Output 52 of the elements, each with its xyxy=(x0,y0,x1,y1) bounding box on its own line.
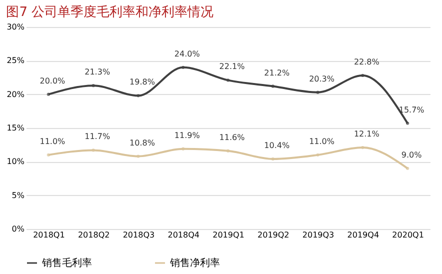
data-label: 19.8% xyxy=(130,78,156,87)
point xyxy=(271,84,274,88)
data-label: 20.0% xyxy=(40,76,66,86)
x-tick-label: 2018Q1 xyxy=(33,230,65,240)
y-tick-label: 10% xyxy=(6,157,25,166)
x-tick-label: 2020Q1 xyxy=(392,230,424,240)
x-tick-label: 2019Q2 xyxy=(258,230,290,240)
data-label: 24.0% xyxy=(174,49,200,58)
x-tick-label: 2018Q3 xyxy=(122,230,155,240)
data-label: 21.2% xyxy=(264,68,290,78)
x-tick-label: 2019Q4 xyxy=(347,230,380,240)
point xyxy=(46,153,50,157)
data-label: 11.6% xyxy=(219,132,246,142)
data-label: 15.7% xyxy=(398,105,425,114)
chart-title: 图7 公司单季度毛利率和净利率情况 xyxy=(6,4,214,20)
point xyxy=(92,148,95,152)
point xyxy=(46,92,50,96)
data-label: 12.1% xyxy=(354,130,380,139)
y-tick-label: 15% xyxy=(6,124,25,132)
y-tick-label: 0% xyxy=(12,224,25,234)
data-label: 10.4% xyxy=(264,140,290,150)
x-tick-label: 2018Q4 xyxy=(168,230,200,240)
x-tick-label: 2018Q2 xyxy=(78,230,110,240)
data-label: 20.3% xyxy=(309,74,335,84)
point xyxy=(136,94,140,98)
point xyxy=(136,154,140,158)
data-label: 22.1% xyxy=(219,62,246,72)
point xyxy=(226,149,230,152)
legend-label: 销售毛利率 xyxy=(41,257,92,269)
y-tick-label: 30% xyxy=(6,22,25,32)
data-label: 10.8% xyxy=(130,138,156,148)
y-tick-label: 5% xyxy=(12,190,25,200)
x-tick-label: 2019Q3 xyxy=(302,230,334,240)
data-label: 11.0% xyxy=(40,136,66,146)
x-tick-label: 2019Q1 xyxy=(212,230,244,240)
y-tick-label: 20% xyxy=(6,90,25,99)
point xyxy=(316,153,320,157)
point xyxy=(406,122,410,125)
point xyxy=(92,84,95,88)
y-tick-label: 25% xyxy=(6,56,25,66)
data-label: 11.9% xyxy=(174,130,200,140)
legend-label: 销售净利率 xyxy=(169,257,220,269)
data-label: 21.3% xyxy=(84,68,110,77)
data-label: 22.8% xyxy=(354,57,380,66)
point xyxy=(226,78,230,82)
data-label: 11.7% xyxy=(84,132,110,142)
point xyxy=(316,90,320,94)
point xyxy=(182,66,185,69)
data-label: 11.0% xyxy=(309,136,335,146)
point xyxy=(182,147,185,150)
point xyxy=(406,166,410,170)
data-label: 9.0% xyxy=(401,150,422,160)
